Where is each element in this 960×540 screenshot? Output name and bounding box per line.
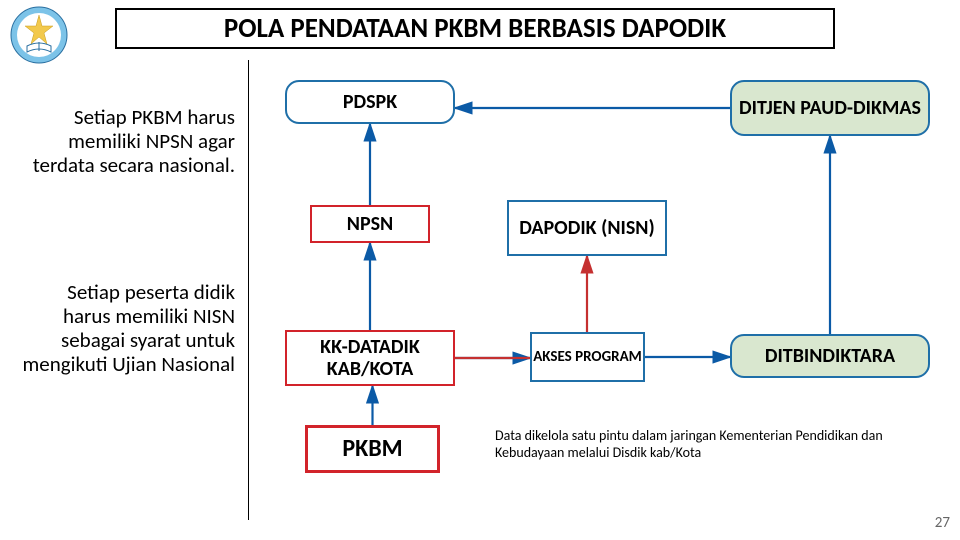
page-title: POLA PENDATAAN PKBM BERBASIS DAPODIK	[115, 8, 835, 49]
node-pkbm: PKBM	[305, 425, 440, 473]
page-number: 27	[935, 514, 950, 532]
node-kk: KK-DATADIK KAB/KOTA	[285, 330, 455, 386]
node-ditjen: DITJEN PAUD-DIKMAS	[730, 80, 930, 136]
vertical-divider	[248, 60, 249, 520]
note-npsn: Setiap PKBM harus memiliki NPSN agar ter…	[20, 105, 235, 177]
node-akses: AKSES PROGRAM	[530, 332, 645, 382]
node-ditbind: DITBINDIKTARA	[730, 334, 930, 378]
node-dapodik: DAPODIK (NISN)	[507, 200, 667, 256]
footer-caption: Data dikelola satu pintu dalam jaringan …	[495, 428, 915, 462]
flow-diagram: PDSPK DITJEN PAUD-DIKMAS NPSN DAPODIK (NISN…	[265, 70, 945, 490]
note-nisn: Setiap peserta didik harus memiliki NISN…	[20, 280, 235, 377]
node-pdspk: PDSPK	[285, 80, 455, 124]
node-npsn: NPSN	[310, 205, 430, 243]
kemendikbud-logo-icon	[10, 6, 68, 64]
